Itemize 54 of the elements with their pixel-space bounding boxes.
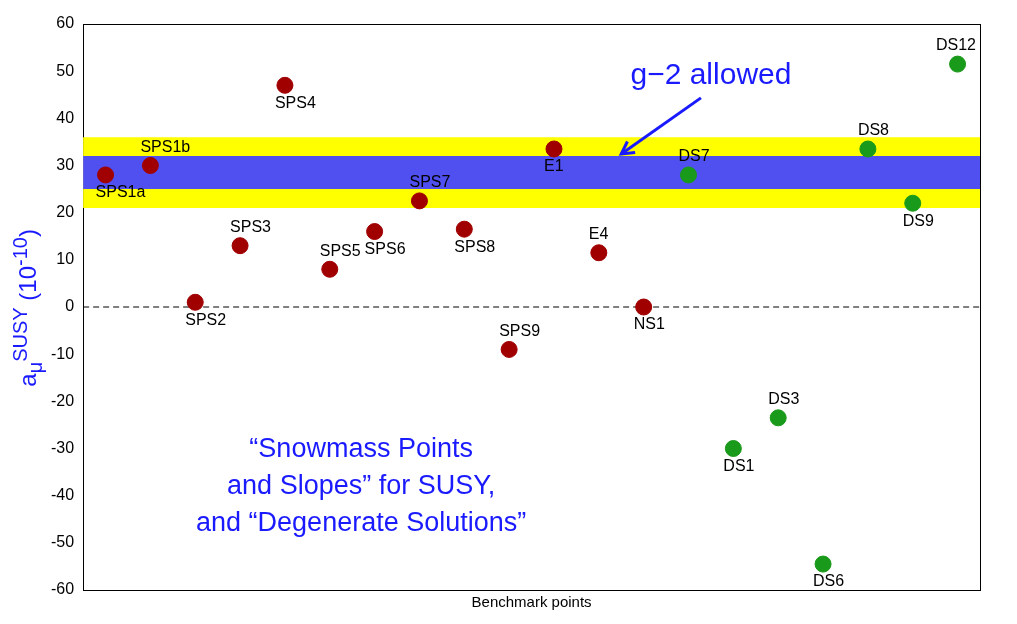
point <box>949 55 967 73</box>
band-label: g−2 allowed <box>630 57 792 91</box>
y-tick-label: 10 <box>56 250 75 268</box>
point <box>455 220 473 238</box>
series-label: SPS6 <box>364 239 406 257</box>
annotation: “Snowmass Points and Slopes” for SUSY, and “Degenerate Solutions” <box>196 432 527 537</box>
series-label: DS1 <box>723 456 755 474</box>
point <box>859 140 877 158</box>
y-tick-label: 30 <box>56 155 75 173</box>
point <box>97 166 115 184</box>
series-label: SPS4 <box>274 93 316 111</box>
y-tick-label: 60 <box>56 14 75 32</box>
point <box>635 298 653 316</box>
series-label: DS3 <box>768 390 800 408</box>
series-label: SPS8 <box>454 237 496 255</box>
y-tick-label: 0 <box>65 297 75 315</box>
y-tick-label: -50 <box>51 533 75 551</box>
series-label: SPS5 <box>319 241 361 259</box>
y-tick-label: -20 <box>51 391 75 409</box>
series-label: E1 <box>543 157 564 175</box>
series-label: NS1 <box>633 315 665 333</box>
series-label: DS6 <box>813 572 845 590</box>
point <box>814 555 832 573</box>
point <box>590 244 608 262</box>
point <box>500 340 518 358</box>
series-label: SPS2 <box>185 310 227 328</box>
series-label: SPS7 <box>409 173 451 191</box>
x-axis-title: Benchmark points <box>471 593 592 611</box>
y-tick-label: 20 <box>56 203 75 221</box>
series-label: SPS3 <box>230 218 272 236</box>
point <box>186 293 204 311</box>
series-label: DS8 <box>857 121 890 139</box>
series-label: E4 <box>588 225 609 243</box>
y-tick-label: -10 <box>51 344 75 362</box>
point <box>366 223 384 241</box>
point <box>904 194 922 212</box>
y-tick-label: -30 <box>51 438 75 456</box>
point <box>724 440 742 457</box>
y-tick-label: -40 <box>51 486 75 504</box>
series-label: DS12 <box>935 36 977 54</box>
y-tick-label: 50 <box>56 61 75 79</box>
point <box>545 140 563 158</box>
y-tick-label: 40 <box>56 108 75 126</box>
point <box>769 409 787 427</box>
series-label: SPS9 <box>499 321 541 339</box>
series-label: SPS1b <box>140 137 191 155</box>
point <box>680 166 698 184</box>
point <box>410 192 428 210</box>
series-label: DS9 <box>902 211 934 229</box>
y-tick-label: -60 <box>51 580 75 598</box>
point <box>141 157 159 174</box>
point <box>276 76 294 94</box>
point <box>321 260 339 278</box>
point <box>231 237 249 255</box>
